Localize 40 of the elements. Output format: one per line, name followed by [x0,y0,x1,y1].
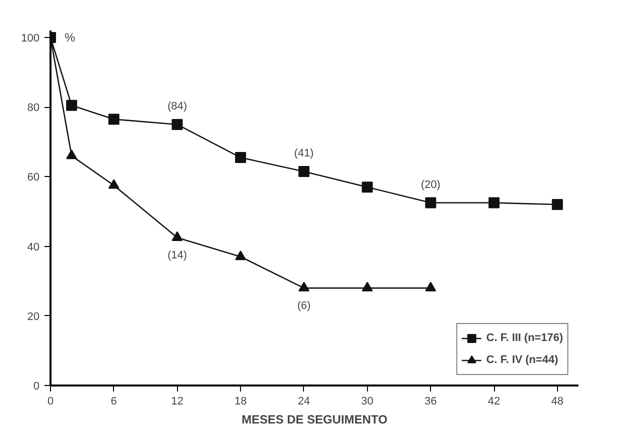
x-tick-label: 18 [234,396,247,408]
y-tick-label: 80 [27,102,40,114]
y-tick-label: 20 [27,310,40,323]
point [298,166,310,177]
point [362,182,373,193]
x-tick-label: 30 [361,396,374,408]
x-tick-label: 36 [424,396,437,408]
y-tick-label: 100 [21,32,40,44]
point [362,282,373,292]
x-tick-label: 24 [298,396,310,408]
point [235,152,246,164]
legend-label: C. F. IV (n=44) [486,354,558,366]
x-tick-label: 12 [171,396,184,408]
x-tick-label: 6 [110,396,117,408]
point [172,231,183,241]
x-tick-label: 0 [47,396,54,408]
annotation: (6) [297,300,311,312]
point [235,250,246,260]
point [66,100,78,111]
y-axis-title: % [64,30,76,44]
point [66,150,78,160]
annotation: (14) [167,250,187,262]
annotation: (41) [294,147,314,160]
point [108,114,120,125]
x-axis-title: MESES DE SEGUIMENTO [242,412,388,426]
point [425,282,436,292]
point [298,282,310,292]
point [172,118,183,130]
x-tick-label: 42 [488,396,500,408]
legend-label: C. F. III (n=176) [486,332,563,344]
y-tick-label: 0 [33,380,40,392]
y-tick-label: 40 [27,241,40,254]
point [108,179,120,189]
annotation: (20) [420,178,440,191]
y-tick-label: 60 [27,172,40,184]
point [552,199,563,210]
point [425,197,436,208]
x-tick-label: 48 [551,396,564,408]
annotation: (84) [167,100,187,112]
point [488,197,500,208]
